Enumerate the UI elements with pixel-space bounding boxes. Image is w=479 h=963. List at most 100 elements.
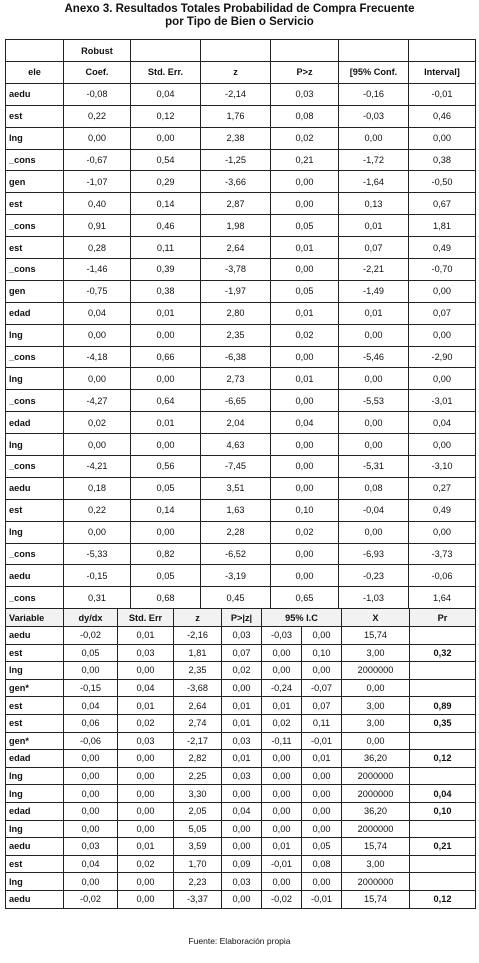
value-cell: 2,35 (173, 661, 222, 680)
value-cell: 0,03 (117, 643, 174, 663)
table-row: _cons -4,27 0,64 -6,65 0,00 -5,53 -3,01 (5, 389, 476, 413)
value-cell: 2,38 (200, 126, 271, 150)
value-cell: -0,16 (338, 82, 409, 106)
value-cell: 2,04 (200, 411, 271, 435)
table-row: est 0,40 0,14 2,87 0,00 0,13 0,67 (5, 192, 476, 216)
title-line-2: por Tipo de Bien o Servicio (165, 16, 314, 28)
table-row: est 0,05 0,03 1,81 0,07 0,00 0,10 3,00 0,32 (5, 643, 476, 663)
value-cell: 0,04 (63, 696, 118, 715)
value-cell: 0,05 (130, 564, 201, 588)
value-cell: 0,00 (338, 433, 409, 457)
value-cell: 0,04 (63, 854, 118, 874)
value-cell: -0,01 (261, 854, 302, 874)
value-cell: 0,91 (63, 214, 131, 238)
value-cell: 2,64 (200, 236, 271, 260)
value-cell: 0,14 (130, 192, 201, 216)
table-row: aedu 0,18 0,05 3,51 0,00 0,08 0,27 (5, 476, 476, 500)
value-cell: 2,74 (173, 713, 222, 733)
table-row: _cons 0,31 0,68 0,45 0,65 -1,03 1,64 (5, 586, 476, 610)
value-cell: 0,00 (63, 766, 118, 786)
value-cell: 0,00 (63, 819, 118, 839)
value-cell: -0,06 (63, 731, 118, 751)
variable-cell: gen* (5, 678, 64, 698)
table-row: _cons -4,18 0,66 -6,38 0,00 -5,46 -2,90 (5, 345, 476, 369)
value-cell: -0,02 (63, 889, 118, 909)
value-cell: 0,00 (270, 258, 339, 281)
value-cell: 36,20 (341, 749, 410, 768)
variable-cell: lng (5, 819, 64, 839)
value-cell: -0,70 (408, 258, 476, 281)
value-cell: 0,00 (408, 520, 476, 544)
value-cell: 0,45 (200, 586, 271, 610)
probability-cell: 0,04 (409, 784, 476, 803)
value-cell: 0,00 (270, 476, 339, 500)
value-cell: 0,01 (117, 837, 174, 856)
header-cell: Std. Err. (130, 61, 201, 84)
value-cell: -2,17 (173, 731, 222, 751)
value-cell: 0,00 (270, 192, 339, 216)
value-cell: 0,00 (301, 819, 342, 839)
value-cell: -4,21 (63, 455, 131, 478)
value-cell: 0,00 (63, 367, 131, 391)
variable-cell: est (5, 192, 64, 216)
value-cell: 0,01 (221, 749, 262, 768)
value-cell: 0,04 (221, 801, 262, 821)
probability-cell (409, 626, 476, 645)
value-cell: -2,90 (408, 345, 476, 369)
value-cell: 0,02 (117, 713, 174, 733)
variable-cell: _cons (5, 542, 64, 566)
header-top-cell (130, 39, 201, 62)
value-cell: 0,01 (301, 749, 342, 768)
variable-cell: est (5, 713, 64, 733)
value-cell: 0,00 (301, 872, 342, 891)
table-row: est 0,22 0,14 1,63 0,10 -0,04 0,49 (5, 498, 476, 522)
value-cell: 0,00 (63, 661, 118, 680)
value-cell: 0,05 (63, 643, 118, 663)
table-row: lng 0,00 0,00 2,35 0,02 0,00 0,00 (5, 323, 476, 347)
probability-cell: 0,32 (409, 643, 476, 663)
value-cell: 0,00 (117, 801, 174, 821)
value-cell: 0,00 (63, 520, 131, 544)
value-cell: 0,00 (408, 126, 476, 150)
value-cell: 0,00 (261, 749, 302, 768)
value-cell: -4,18 (63, 345, 131, 369)
header-cell: X (341, 608, 410, 627)
header-cell: dy/dx (63, 608, 118, 627)
value-cell: 0,10 (301, 643, 342, 663)
value-cell: 0,01 (270, 367, 339, 391)
value-cell: 0,66 (130, 345, 201, 369)
value-cell: 0,03 (117, 731, 174, 751)
table-row: est 0,04 0,01 2,64 0,01 0,01 0,07 3,00 0,89 (5, 696, 476, 715)
header-cell: P>|z| (221, 608, 262, 627)
table-row: aedu -0,15 0,05 -3,19 0,00 -0,23 -0,06 (5, 564, 476, 588)
value-cell: 0,00 (117, 661, 174, 680)
value-cell: 0,68 (130, 586, 201, 610)
variable-cell: lng (5, 872, 64, 891)
variable-cell: _cons (5, 345, 64, 369)
variable-cell: _cons (5, 389, 64, 413)
value-cell: 0,21 (270, 148, 339, 172)
variable-cell: est (5, 498, 64, 522)
value-cell: 0,00 (270, 542, 339, 566)
value-cell: 36,20 (341, 801, 410, 821)
value-cell: 0,02 (270, 323, 339, 347)
variable-cell: aedu (5, 889, 64, 909)
value-cell: 5,05 (173, 819, 222, 839)
value-cell: -3,10 (408, 455, 476, 478)
value-cell: 0,03 (221, 766, 262, 786)
value-cell: 15,74 (341, 626, 410, 645)
value-cell: 0,02 (261, 713, 302, 733)
table-row: lng 0,00 0,00 2,23 0,03 0,00 0,00 2000000 (5, 872, 476, 891)
table-row: gen -0,75 0,38 -1,97 0,05 -1,49 0,00 (5, 279, 476, 303)
variable-cell: edad (5, 301, 64, 325)
table-row: _cons -0,67 0,54 -1,25 0,21 -1,72 0,38 (5, 148, 476, 172)
value-cell: -0,01 (408, 82, 476, 106)
header-cell: P>z (270, 61, 339, 84)
variable-cell: _cons (5, 586, 64, 610)
value-cell: -0,06 (408, 564, 476, 588)
variable-cell: edad (5, 749, 64, 768)
value-cell: 0,00 (261, 784, 302, 803)
value-cell: 2,23 (173, 872, 222, 891)
value-cell: 0,00 (117, 872, 174, 891)
value-cell: 0,65 (270, 586, 339, 610)
